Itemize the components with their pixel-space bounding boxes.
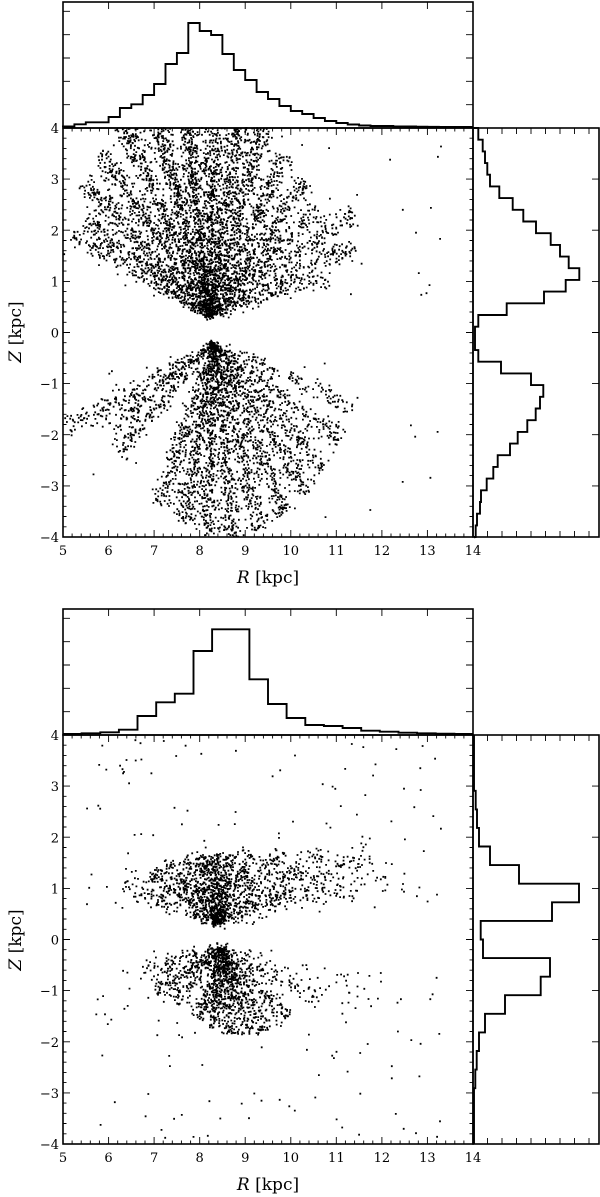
x-tick-label: 12 [374, 544, 391, 559]
scatter-points-top [63, 127, 442, 538]
x-tick-label: 8 [196, 1151, 204, 1166]
x-tick-label: 5 [59, 1151, 67, 1166]
y-tick-label: −2 [40, 1036, 59, 1051]
histogram-step-r [63, 628, 473, 735]
x-tick-label: 6 [104, 544, 112, 559]
y-tick-label: −4 [40, 1138, 59, 1153]
marginal-histogram-r-bottom [63, 628, 473, 735]
x-tick-label: 9 [241, 544, 249, 559]
x-tick-label: 10 [283, 1151, 300, 1166]
y-axis-label-bottom: Z [kpc] [6, 909, 26, 971]
y-tick-label: 2 [51, 831, 59, 846]
y-tick-label: 2 [51, 224, 59, 239]
x-tick-label: 9 [241, 1151, 249, 1166]
y-axis-label-top: Z [kpc] [6, 301, 26, 363]
y-tick-label: 1 [51, 275, 59, 290]
x-tick-label: 12 [374, 1151, 391, 1166]
y-tick-label: 0 [51, 934, 59, 949]
y-tick-label: −1 [40, 985, 59, 1000]
x-tick-label: 7 [150, 1151, 158, 1166]
y-tick-label: 0 [51, 327, 59, 342]
x-tick-label: 10 [283, 544, 300, 559]
marginal-histogram-r-top [62, 22, 473, 128]
x-tick-label: 8 [196, 544, 204, 559]
histogram-step-z [473, 735, 580, 1144]
marginal-histogram-z-bottom [473, 735, 580, 1144]
y-tick-label: 3 [51, 780, 59, 795]
y-tick-label: 3 [51, 173, 59, 188]
y-tick-label: −2 [40, 429, 59, 444]
x-tick-label: 5 [59, 544, 67, 559]
scatter-points-bottom [86, 739, 442, 1139]
scatter-frame [62, 734, 474, 1145]
scatter-markers [86, 739, 442, 1139]
y-tick-label: −4 [40, 531, 59, 546]
x-tick-label: 7 [150, 544, 158, 559]
x-tick-label: 14 [465, 544, 482, 559]
x-tick-label: 6 [104, 1151, 112, 1166]
histogram-r-frame [62, 608, 474, 736]
histogram-r-frame [62, 1, 474, 129]
histogram-z-frame [472, 734, 600, 1145]
histogram-step-z [474, 127, 581, 539]
x-tick-label: 13 [419, 1151, 436, 1166]
axis-ticks [62, 609, 599, 1145]
y-tick-label: 4 [51, 122, 59, 137]
histogram-z-frame [472, 127, 600, 538]
x-tick-label: 11 [328, 544, 345, 559]
x-tick-label: 11 [328, 1151, 345, 1166]
x-tick-label: 13 [419, 544, 436, 559]
marginal-histogram-z-top [474, 127, 581, 539]
y-tick-label: −1 [40, 378, 59, 393]
x-tick-label: 14 [465, 1151, 482, 1166]
x-axis-label-top: R [kpc] [236, 568, 299, 588]
axis-ticks [62, 2, 599, 538]
histogram-step-r [62, 22, 473, 128]
y-tick-label: −3 [40, 1087, 59, 1102]
y-tick-label: 4 [51, 729, 59, 744]
y-tick-label: 1 [51, 882, 59, 897]
scatter-markers [63, 127, 442, 538]
x-axis-label-bottom: R [kpc] [236, 1175, 299, 1195]
y-tick-label: −3 [40, 480, 59, 495]
